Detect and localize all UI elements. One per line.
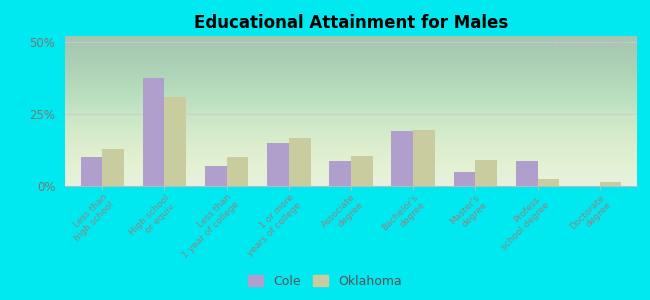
Legend: Cole, Oklahoma: Cole, Oklahoma [248,275,402,288]
Bar [600,182,621,186]
Bar [538,179,559,186]
Bar [205,166,227,186]
Bar [413,130,435,186]
Bar [227,157,248,186]
Bar [267,143,289,186]
Bar [351,156,372,186]
Text: City-Data.com: City-Data.com [551,39,625,49]
Bar [102,148,124,186]
Bar [454,172,475,186]
Bar [330,161,351,186]
Title: Educational Attainment for Males: Educational Attainment for Males [194,14,508,32]
Bar [475,160,497,186]
Bar [391,131,413,186]
Bar [143,78,164,186]
Bar [289,138,311,186]
Bar [515,161,538,186]
Bar [164,97,187,186]
Bar [81,157,102,186]
